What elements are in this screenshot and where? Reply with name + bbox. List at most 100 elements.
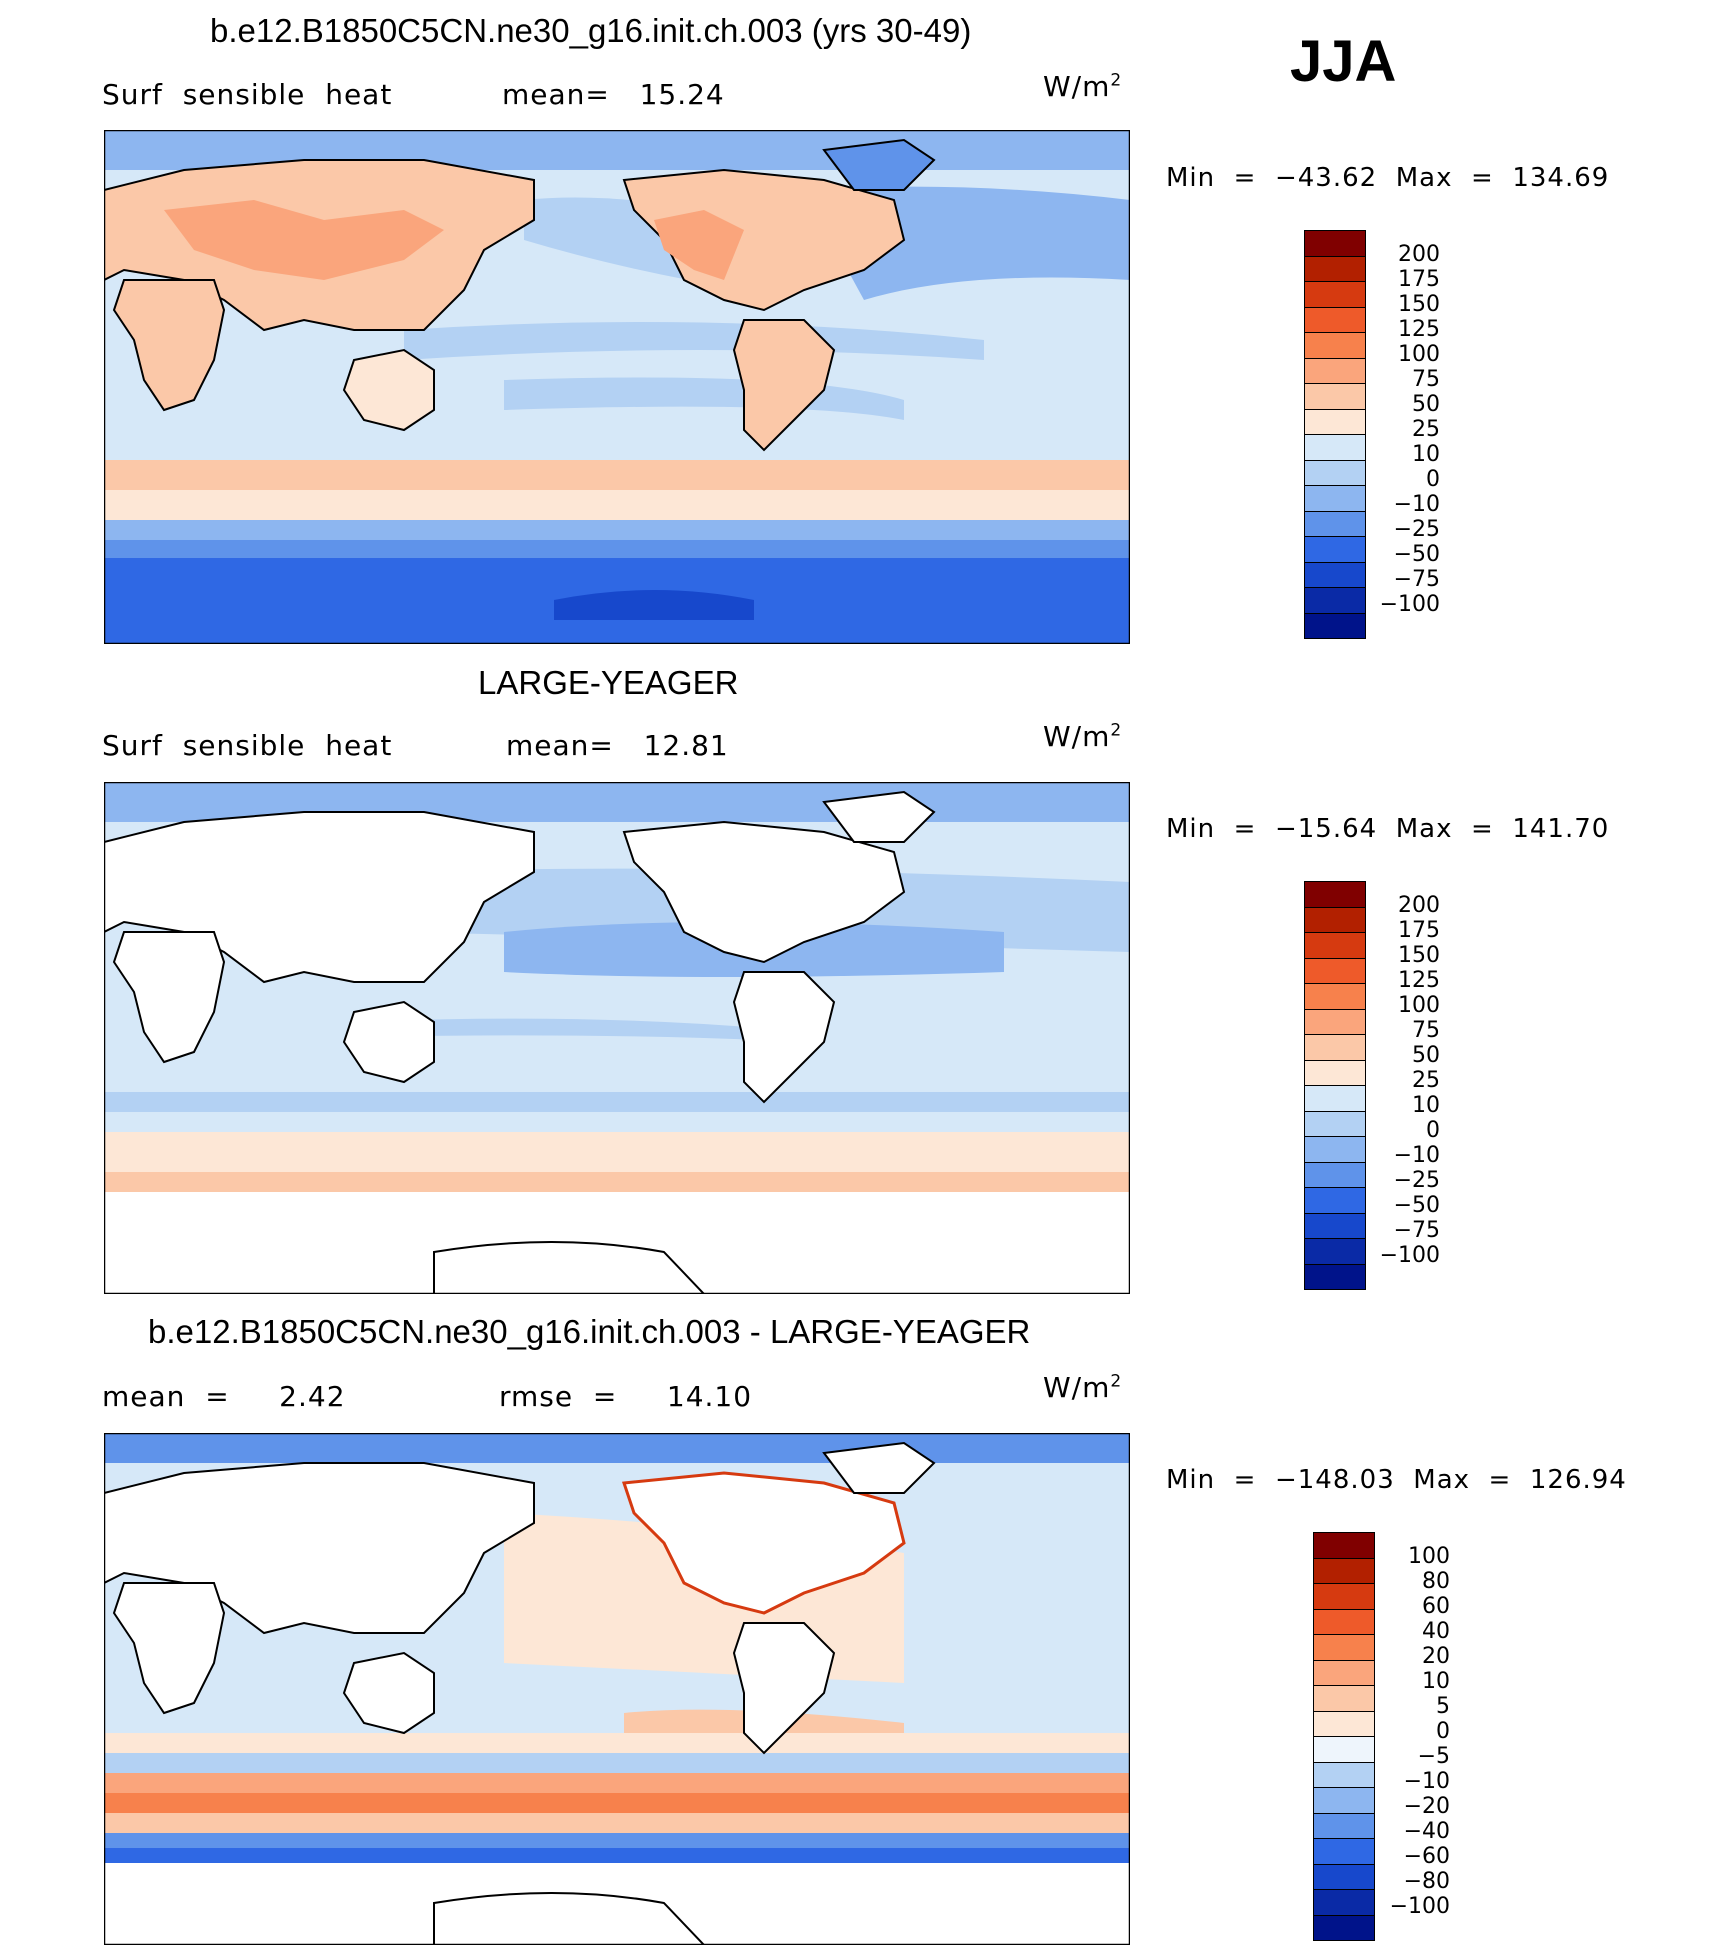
- panel-2-unit-label: W/m2: [1043, 720, 1123, 753]
- colorbar-segment: [1304, 1110, 1366, 1136]
- colorbar-tick-label: −100: [1379, 592, 1440, 617]
- colorbar-tick-label: 100: [1398, 993, 1440, 1018]
- colorbar-tick-label: 40: [1422, 1619, 1450, 1644]
- panel-2-minmax-label: Min = −15.64 Max = 141.70: [1166, 814, 1610, 844]
- colorbar-segment: [1304, 983, 1366, 1009]
- colorbar-segment: [1304, 932, 1366, 958]
- colorbar-segment: [1304, 408, 1366, 434]
- colorbar-tick-label: 50: [1412, 392, 1440, 417]
- colorbar-segment: [1304, 485, 1366, 511]
- colorbar-segment: [1304, 383, 1366, 409]
- colorbar-segment: [1304, 357, 1366, 383]
- panel-1-colorbar: [1304, 230, 1366, 639]
- colorbar-segment: [1304, 1238, 1366, 1264]
- colorbar-tick-label: 175: [1398, 918, 1440, 943]
- colorbar-tick-label: 200: [1398, 242, 1440, 267]
- colorbar-segment: [1304, 306, 1366, 332]
- panel-3-unit-label: W/m2: [1043, 1371, 1123, 1404]
- colorbar-segment: [1304, 1085, 1366, 1111]
- colorbar-segment: [1304, 1034, 1366, 1060]
- colorbar-tick-label: 10: [1412, 1093, 1440, 1118]
- colorbar-tick-label: 150: [1398, 943, 1440, 968]
- panel-3-mean-label: mean = 2.42: [102, 1380, 346, 1413]
- colorbar-tick-label: −5: [1417, 1744, 1450, 1769]
- colorbar-tick-label: −75: [1393, 567, 1440, 592]
- colorbar-segment: [1313, 1812, 1375, 1838]
- colorbar-segment: [1313, 1608, 1375, 1634]
- colorbar-segment: [1304, 1136, 1366, 1162]
- colorbar-tick-label: 10: [1422, 1669, 1450, 1694]
- season-label: JJA: [1290, 29, 1397, 94]
- panel-2-colorbar-labels: 200 175 150 125 100 75 50 25 10 0 −10 −25 −50 −75 −100: [1370, 893, 1440, 1268]
- colorbar-segment: [1313, 1787, 1375, 1813]
- greenland: [822, 138, 936, 191]
- colorbar-segment: [1313, 1685, 1375, 1711]
- colorbar-segment: [1304, 1059, 1366, 1085]
- colorbar-segment: [1304, 587, 1366, 613]
- colorbar-tick-label: −10: [1393, 492, 1440, 517]
- south-america: [732, 319, 836, 452]
- colorbar-tick-label: −10: [1403, 1769, 1450, 1794]
- colorbar-segment: [1304, 1187, 1366, 1213]
- panel-3-title: b.e12.B1850C5CN.ne30_g16.init.ch.003 - L…: [148, 1313, 1031, 1350]
- colorbar-segment: [1304, 510, 1366, 536]
- colorbar-tick-label: 200: [1398, 893, 1440, 918]
- colorbar-segment: [1304, 434, 1366, 460]
- colorbar-tick-label: 20: [1422, 1644, 1450, 1669]
- colorbar-tick-label: 100: [1408, 1544, 1450, 1569]
- panel-1-unit-label: W/m2: [1043, 70, 1123, 103]
- colorbar-segment: [1313, 1634, 1375, 1660]
- colorbar-tick-label: 25: [1412, 1068, 1440, 1093]
- panel-3-minmax-label: Min = −148.03 Max = 126.94: [1166, 1465, 1627, 1495]
- colorbar-tick-label: 125: [1398, 317, 1440, 342]
- colorbar-segment: [1304, 957, 1366, 983]
- colorbar-tick-label: 0: [1426, 467, 1440, 492]
- colorbar-segment: [1304, 1008, 1366, 1034]
- colorbar-tick-label: 125: [1398, 968, 1440, 993]
- colorbar-tick-label: 10: [1412, 442, 1440, 467]
- panel-2-mean-label: mean= 12.81: [506, 729, 729, 762]
- colorbar-tick-label: 75: [1412, 1018, 1440, 1043]
- colorbar-tick-label: 80: [1422, 1569, 1450, 1594]
- colorbar-segment: [1304, 255, 1366, 281]
- colorbar-segment: [1313, 1557, 1375, 1583]
- colorbar-tick-label: −25: [1393, 517, 1440, 542]
- colorbar-segment: [1313, 1914, 1375, 1941]
- colorbar-tick-label: 25: [1412, 417, 1440, 442]
- colorbar-tick-label: −100: [1379, 1243, 1440, 1268]
- colorbar-segment: [1313, 1583, 1375, 1609]
- africa: [112, 279, 226, 412]
- colorbar-tick-label: −75: [1393, 1218, 1440, 1243]
- colorbar-tick-label: 50: [1412, 1043, 1440, 1068]
- australia: [342, 348, 435, 432]
- colorbar-segment: [1304, 612, 1366, 639]
- colorbar-segment: [1304, 1212, 1366, 1238]
- colorbar-tick-label: −60: [1403, 1844, 1450, 1869]
- colorbar-segment: [1304, 906, 1366, 932]
- colorbar-segment: [1304, 230, 1366, 256]
- colorbar-segment: [1313, 1863, 1375, 1889]
- colorbar-segment: [1304, 281, 1366, 307]
- colorbar-segment: [1304, 881, 1366, 907]
- colorbar-segment: [1304, 561, 1366, 587]
- colorbar-tick-label: 100: [1398, 342, 1440, 367]
- colorbar-segment: [1304, 1263, 1366, 1290]
- colorbar-segment: [1313, 1532, 1375, 1558]
- colorbar-tick-label: −40: [1403, 1819, 1450, 1844]
- colorbar-tick-label: 150: [1398, 292, 1440, 317]
- panel-1-mean-label: mean= 15.24: [502, 78, 725, 111]
- panel-1-colorbar-labels: 200 175 150 125 100 75 50 25 10 0 −10 −25 −50 −75 −100: [1370, 242, 1440, 617]
- panel-2-map: [104, 782, 1130, 1294]
- colorbar-tick-label: 75: [1412, 367, 1440, 392]
- colorbar-tick-label: 0: [1436, 1719, 1450, 1744]
- colorbar-tick-label: 5: [1436, 1694, 1450, 1719]
- colorbar-segment: [1304, 1161, 1366, 1187]
- colorbar-tick-label: 60: [1422, 1594, 1450, 1619]
- colorbar-tick-label: −50: [1393, 1193, 1440, 1218]
- colorbar-tick-label: −50: [1393, 542, 1440, 567]
- panel-2-title: LARGE-YEAGER: [478, 664, 739, 701]
- colorbar-tick-label: 0: [1426, 1118, 1440, 1143]
- colorbar-segment: [1304, 536, 1366, 562]
- panel-1-minmax-label: Min = −43.62 Max = 134.69: [1166, 163, 1610, 193]
- colorbar-segment: [1313, 1889, 1375, 1915]
